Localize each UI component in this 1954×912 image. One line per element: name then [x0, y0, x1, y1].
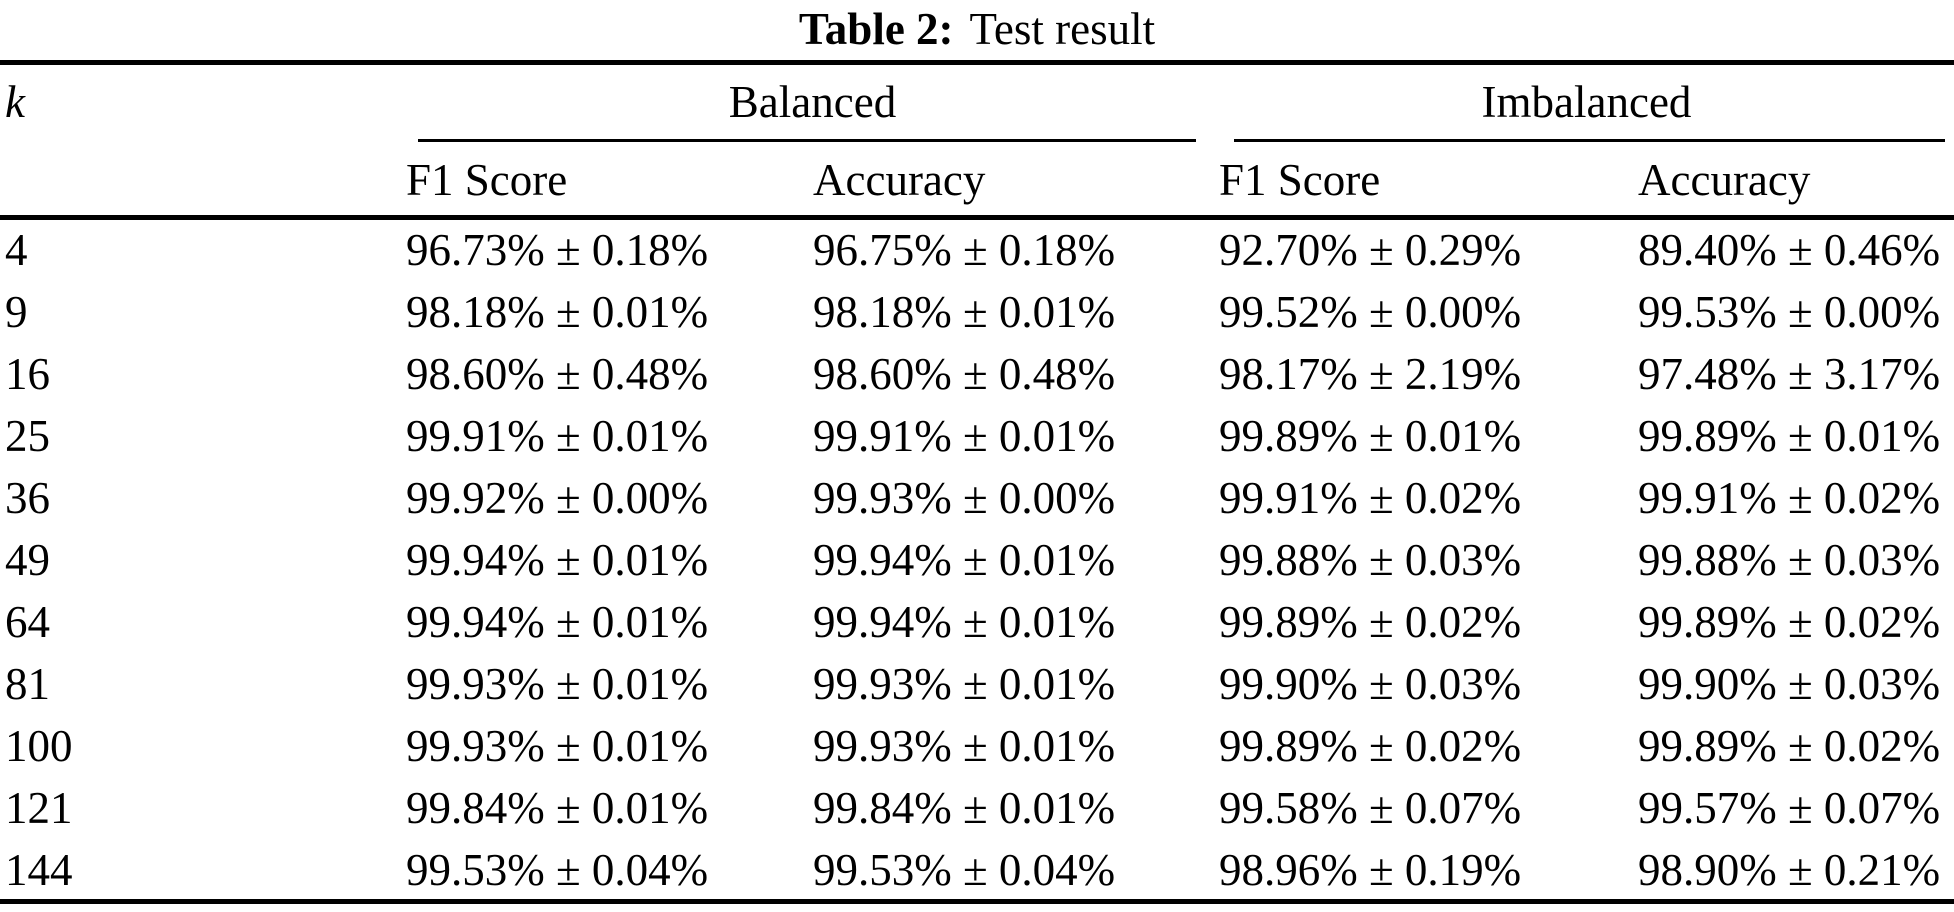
results-table: k Balanced Imbalanced F1 Score Accuracy … [0, 64, 1954, 901]
cell-balanced-accuracy: 99.84% ± 0.01% [813, 783, 1116, 833]
cell-imbalanced-f1: 92.70% ± 0.29% [1219, 225, 1522, 275]
cell-balanced-f1: 96.73% ± 0.18% [406, 225, 709, 275]
cell-imbalanced-accuracy: 98.90% ± 0.21% [1638, 845, 1941, 895]
col-header-balanced-accuracy: Accuracy [813, 154, 986, 205]
row-k-value: 36 [5, 473, 50, 523]
cell-imbalanced-f1: 99.58% ± 0.07% [1219, 783, 1522, 833]
table-mid-rule [0, 215, 1954, 220]
cell-imbalanced-f1: 98.17% ± 2.19% [1219, 349, 1522, 399]
col-header-k: k [5, 77, 25, 127]
cell-balanced-accuracy: 99.94% ± 0.01% [813, 535, 1116, 585]
cell-balanced-accuracy: 98.60% ± 0.48% [813, 349, 1116, 399]
cell-imbalanced-accuracy: 99.53% ± 0.00% [1638, 287, 1941, 337]
col-header-imbalanced-f1: F1 Score [1219, 154, 1381, 205]
row-k-value: 81 [5, 659, 50, 709]
row-k-value: 16 [5, 349, 50, 399]
cell-imbalanced-accuracy: 99.90% ± 0.03% [1638, 659, 1941, 709]
cmidrule-balanced [418, 139, 1196, 142]
cell-balanced-f1: 99.94% ± 0.01% [406, 535, 709, 585]
row-k-value: 25 [5, 411, 50, 461]
cell-imbalanced-f1: 99.90% ± 0.03% [1219, 659, 1522, 709]
group-header-imbalanced: Imbalanced [1481, 77, 1692, 127]
cell-imbalanced-accuracy: 99.88% ± 0.03% [1638, 535, 1941, 585]
cell-balanced-f1: 98.60% ± 0.48% [406, 349, 709, 399]
cell-balanced-accuracy: 96.75% ± 0.18% [813, 225, 1116, 275]
cell-imbalanced-accuracy: 99.89% ± 0.02% [1638, 597, 1941, 647]
cell-imbalanced-f1: 99.89% ± 0.02% [1219, 721, 1522, 771]
cell-imbalanced-accuracy: 99.57% ± 0.07% [1638, 783, 1941, 833]
cell-imbalanced-accuracy: 89.40% ± 0.46% [1638, 225, 1941, 275]
table-bottom-rule [0, 899, 1954, 904]
row-k-value: 121 [5, 783, 73, 833]
cell-balanced-f1: 99.94% ± 0.01% [406, 597, 709, 647]
cell-balanced-accuracy: 99.93% ± 0.01% [813, 721, 1116, 771]
cell-balanced-accuracy: 99.94% ± 0.01% [813, 597, 1116, 647]
cell-imbalanced-f1: 99.88% ± 0.03% [1219, 535, 1522, 585]
row-k-value: 4 [5, 225, 28, 275]
cell-imbalanced-accuracy: 97.48% ± 3.17% [1638, 349, 1941, 399]
cell-balanced-f1: 99.84% ± 0.01% [406, 783, 709, 833]
row-k-value: 100 [5, 721, 73, 771]
cell-imbalanced-f1: 98.96% ± 0.19% [1219, 845, 1522, 895]
cell-balanced-accuracy: 98.18% ± 0.01% [813, 287, 1116, 337]
table-top-rule [0, 60, 1954, 65]
col-header-balanced-f1: F1 Score [406, 154, 568, 205]
cell-balanced-f1: 99.93% ± 0.01% [406, 659, 709, 709]
row-k-value: 9 [5, 287, 28, 337]
cell-balanced-f1: 98.18% ± 0.01% [406, 287, 709, 337]
cell-imbalanced-accuracy: 99.91% ± 0.02% [1638, 473, 1941, 523]
cell-imbalanced-accuracy: 99.89% ± 0.01% [1638, 411, 1941, 461]
group-header-balanced: Balanced [728, 77, 897, 127]
cell-balanced-f1: 99.93% ± 0.01% [406, 721, 709, 771]
cell-imbalanced-accuracy: 99.89% ± 0.02% [1638, 721, 1941, 771]
header-spacer [0, 140, 406, 219]
cell-imbalanced-f1: 99.89% ± 0.02% [1219, 597, 1522, 647]
cell-balanced-f1: 99.53% ± 0.04% [406, 845, 709, 895]
cell-imbalanced-f1: 99.52% ± 0.00% [1219, 287, 1522, 337]
cell-balanced-accuracy: 99.93% ± 0.01% [813, 659, 1116, 709]
caption-label: Table 2: [798, 4, 954, 54]
cell-imbalanced-f1: 99.89% ± 0.01% [1219, 411, 1522, 461]
cmidrule-imbalanced [1234, 139, 1945, 142]
cell-balanced-accuracy: 99.93% ± 0.00% [813, 473, 1116, 523]
caption-text: Test result [969, 4, 1156, 54]
cell-imbalanced-f1: 99.91% ± 0.02% [1219, 473, 1522, 523]
col-header-imbalanced-accuracy: Accuracy [1638, 154, 1811, 205]
row-k-value: 144 [5, 845, 73, 895]
row-k-value: 64 [5, 597, 50, 647]
cell-balanced-f1: 99.91% ± 0.01% [406, 411, 709, 461]
row-k-value: 49 [5, 535, 50, 585]
cell-balanced-f1: 99.92% ± 0.00% [406, 473, 709, 523]
cell-balanced-accuracy: 99.91% ± 0.01% [813, 411, 1116, 461]
cell-balanced-accuracy: 99.53% ± 0.04% [813, 845, 1116, 895]
table-caption: Table 2: Test result [0, 0, 1954, 58]
